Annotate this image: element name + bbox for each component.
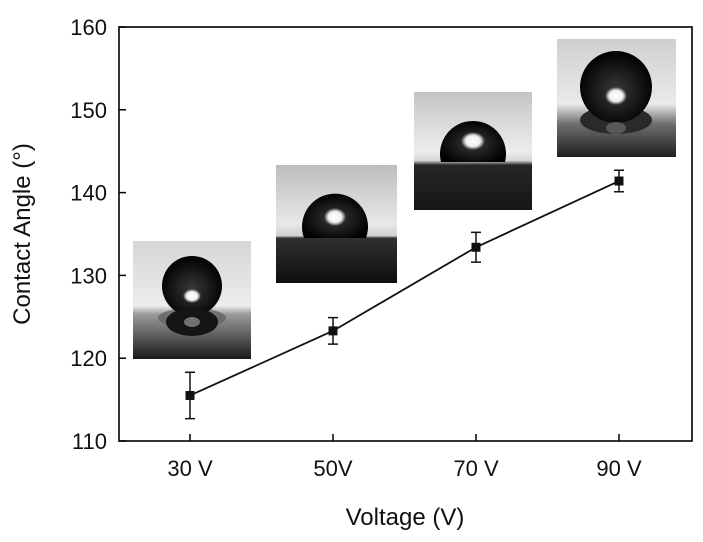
series-layer [185,169,624,420]
data-point [614,176,624,186]
droplet-photo-30v [133,241,251,359]
y-tick-label: 140 [70,181,107,206]
y-tick-label: 110 [72,429,107,454]
data-point [471,242,481,252]
x-tick-label: 50V [313,456,352,481]
y-tick-label: 120 [70,346,107,371]
droplet-photo-50v [276,165,397,283]
y-tick-label: 160 [70,15,107,40]
data-point [185,390,195,400]
x-axis: 30 V 50V 70 V 90 V [167,434,642,481]
series-line [189,180,620,397]
droplet-photo-90v [557,39,676,157]
x-axis-title: Voltage (V) [346,504,465,531]
plot-frame [118,26,693,442]
y-tick-label: 130 [70,263,107,288]
x-tick-label: 70 V [453,456,499,481]
droplet-photo-70v [414,92,532,210]
y-axis: 110 120 130 140 150 160 [70,15,126,454]
x-tick-label: 90 V [596,456,642,481]
x-tick-label: 30 V [167,456,213,481]
y-tick-label: 150 [70,98,107,123]
y-axis-title: Contact Angle (°) [9,143,36,325]
data-point [328,326,338,336]
